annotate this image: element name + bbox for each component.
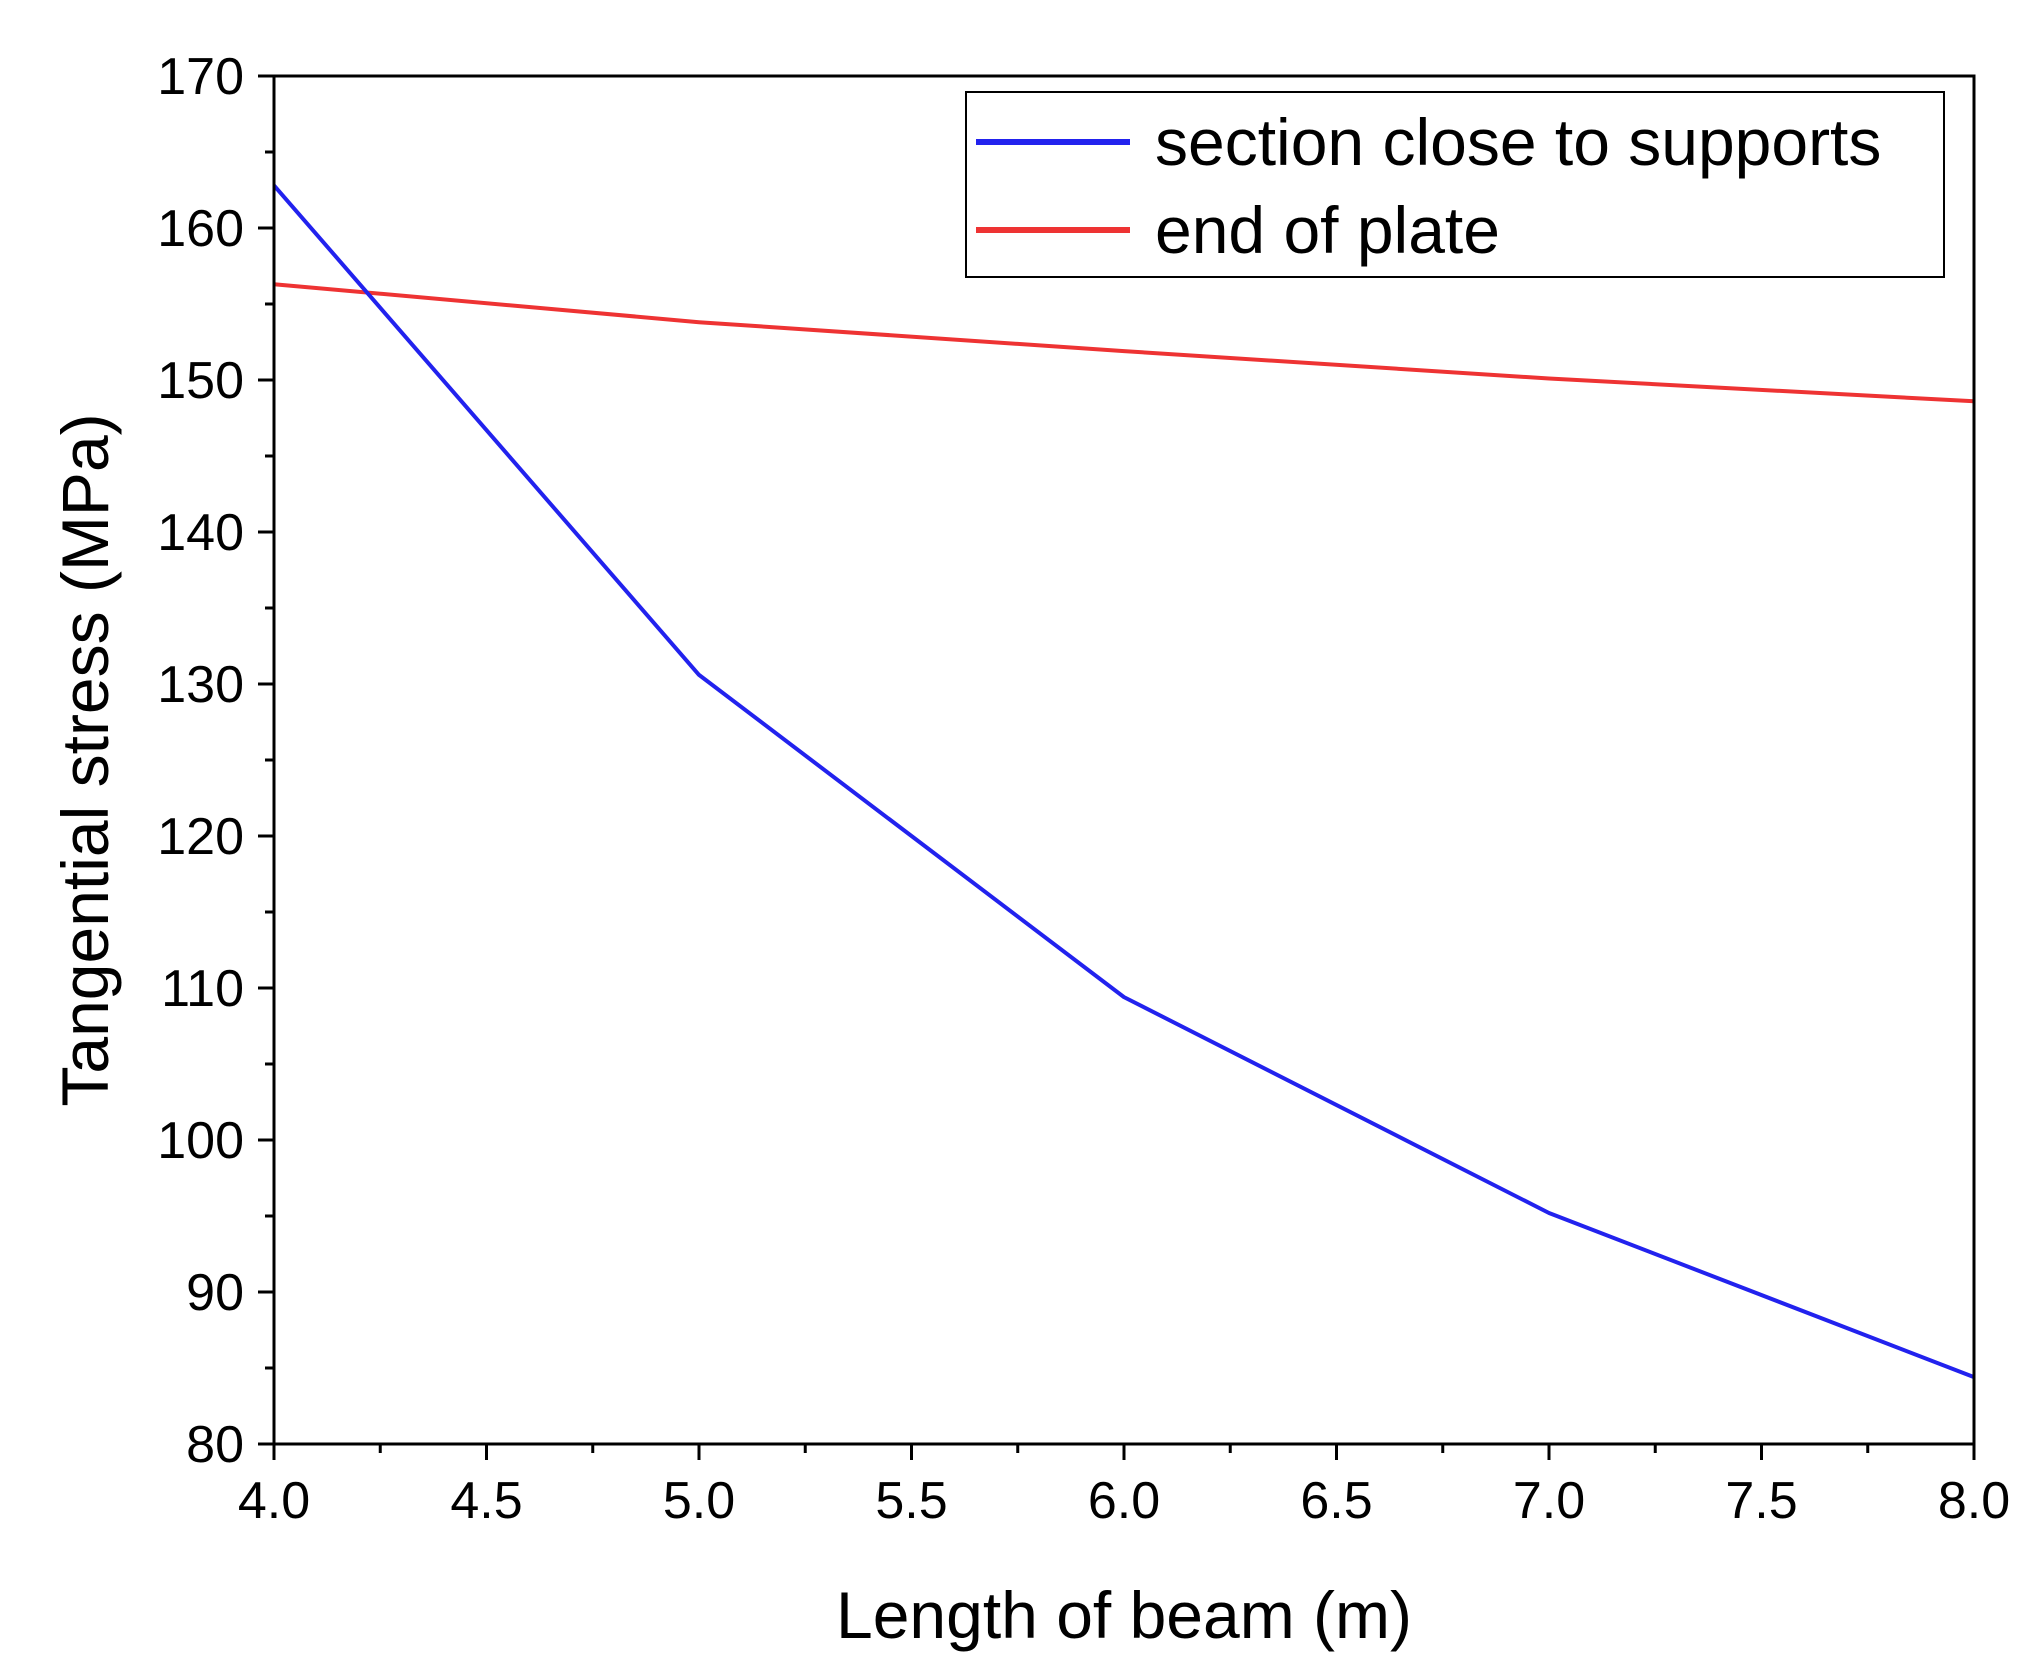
series-layer [272, 184, 1975, 1379]
x-tick-label: 6.0 [1088, 1472, 1160, 1530]
x-tick-label: 6.5 [1300, 1472, 1372, 1530]
x-tick-label: 4.0 [238, 1472, 310, 1530]
legend-label-section-close-to-supports: section close to supports [1155, 105, 1881, 179]
y-tick-label: 140 [157, 504, 244, 562]
y-tick-label: 150 [157, 352, 244, 410]
x-axis-ticks: 4.0 4.5 5.0 5.5 6.0 6.5 7.0 7.5 8.0 [238, 1444, 2010, 1530]
y-axis-title: Tangential stress (MPa) [48, 413, 122, 1106]
x-tick-label: 8.0 [1938, 1472, 2010, 1530]
x-tick-label: 5.0 [663, 1472, 735, 1530]
series-line-section-close-to-supports [272, 184, 1975, 1379]
y-tick-label: 100 [157, 1112, 244, 1170]
x-tick-label: 4.5 [450, 1472, 522, 1530]
y-tick-label: 80 [186, 1416, 244, 1474]
y-tick-label: 120 [157, 808, 244, 866]
x-axis-title: Length of beam (m) [836, 1578, 1412, 1652]
y-tick-label: 170 [157, 48, 244, 106]
x-tick-label: 7.0 [1513, 1472, 1585, 1530]
y-axis-ticks: 80 90 100 110 120 130 140 150 160 170 [157, 48, 274, 1474]
x-tick-label: 7.5 [1725, 1472, 1797, 1530]
legend-box [965, 91, 1945, 278]
x-tick-label: 5.5 [875, 1472, 947, 1530]
y-tick-label: 110 [161, 960, 244, 1018]
y-tick-label: 130 [157, 656, 244, 714]
y-tick-label: 160 [157, 200, 244, 258]
legend: section close to supports end of plate [965, 91, 1945, 278]
y-tick-label: 90 [186, 1264, 244, 1322]
series-line-end-of-plate [273, 282, 1975, 404]
legend-label-end-of-plate: end of plate [1155, 193, 1500, 267]
plot-frame [272, 74, 1976, 1446]
